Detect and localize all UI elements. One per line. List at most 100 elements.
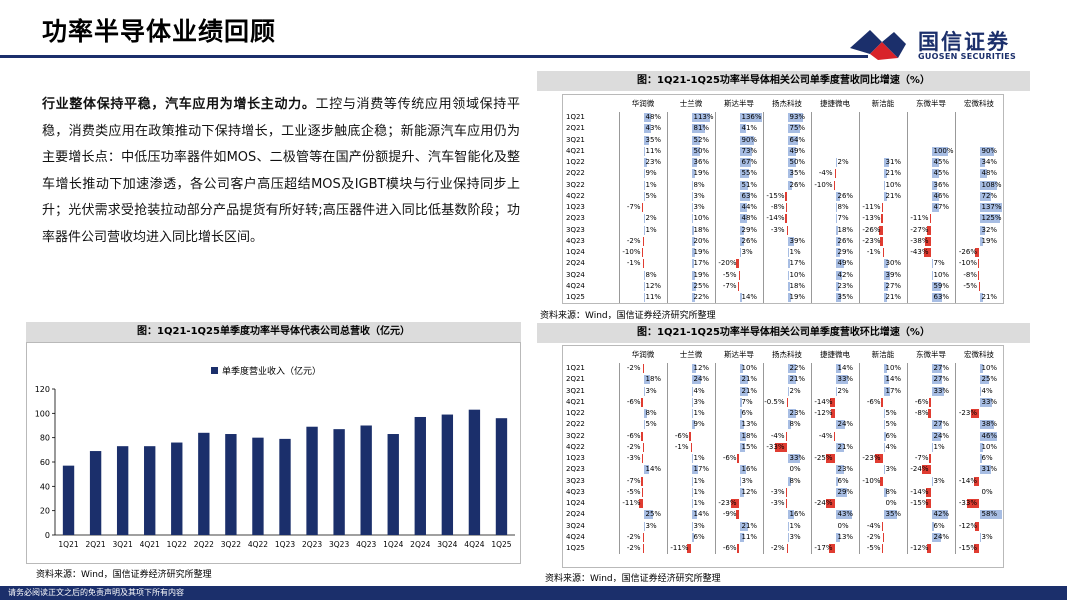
cell-value: -26% <box>862 225 881 234</box>
positive-bar <box>643 191 645 201</box>
cell-value: 17% <box>885 386 902 395</box>
positive-bar <box>931 431 941 441</box>
table-cell: -1% <box>666 441 715 453</box>
positive-bar <box>691 420 695 430</box>
cell-value: 21% <box>741 521 758 530</box>
cell-value: 1% <box>645 180 657 189</box>
cell-value: -10% <box>862 476 881 485</box>
positive-bar <box>739 225 745 235</box>
table-cell: 1% <box>762 520 811 532</box>
cell-value: -27% <box>910 225 929 234</box>
table-cell: 2% <box>810 385 859 397</box>
table-row: 3Q24 3% 3% 21% 1% 0% -4% 6% -12% <box>563 520 1003 532</box>
table-cell: -4% <box>810 168 859 180</box>
positive-bar <box>931 169 939 179</box>
cell-value: 63% <box>741 191 758 200</box>
x-tick-label: 1Q23 <box>275 540 295 549</box>
positive-bar <box>739 521 748 531</box>
cell-value: 2% <box>837 158 849 166</box>
positive-bar <box>643 158 648 167</box>
table-cell: 9% <box>666 419 715 431</box>
table-cell: 8% <box>762 419 811 431</box>
qoq-table-caption: 图：1Q21-1Q25功率半导体相关公司单季度营收环比增速（%） <box>537 323 1030 343</box>
positive-bar <box>739 113 762 122</box>
x-tick-label: 1Q24 <box>383 540 403 549</box>
positive-bar <box>835 191 840 201</box>
positive-bar <box>739 236 744 246</box>
positive-bar <box>835 225 839 235</box>
positive-bar <box>787 375 796 385</box>
table-cell: 21% <box>714 374 763 386</box>
logo-text: 国信证券 <box>918 30 1010 54</box>
positive-bar <box>979 420 995 430</box>
negative-bar <box>737 544 740 553</box>
cell-value: 21% <box>981 293 998 301</box>
column-header: 士兰微 <box>679 350 703 359</box>
cell-value: 3% <box>789 532 801 541</box>
cell-value: 9% <box>693 420 705 429</box>
cell-value: -7% <box>722 281 737 290</box>
table-cell: 5% <box>618 190 667 202</box>
table-cell: 21% <box>714 385 763 397</box>
summary-lead: 行业整体保持平稳，汽车应用为增长主动力。 <box>42 97 316 112</box>
table-cell: 10% <box>714 363 763 375</box>
table-cell: -4% <box>858 520 907 532</box>
table-cell: 81% <box>666 123 715 135</box>
table-cell: 93% <box>762 112 811 124</box>
legend-swatch <box>211 367 218 374</box>
positive-bar <box>643 386 645 396</box>
positive-bar <box>979 397 993 407</box>
negative-bar <box>786 487 788 497</box>
cell-value: 12% <box>741 487 758 496</box>
table-cell: -23% <box>858 235 907 247</box>
table-cell: -5% <box>714 269 763 281</box>
table-cell: -14% <box>810 396 859 408</box>
positive-bar <box>787 135 799 145</box>
table-cell: 24% <box>810 419 859 431</box>
column-header: 扬杰科技 <box>772 350 802 359</box>
cell-value: 26% <box>837 236 854 245</box>
table-cell: 19% <box>762 292 811 304</box>
table-row: 1Q21 -2% 12% 10% 22% 14% 10% 27% 10% <box>563 363 1003 375</box>
bar <box>279 438 291 535</box>
table-cell: -14% <box>762 213 811 225</box>
table-cell: 3% <box>762 531 811 543</box>
table-row: 1Q23 -7% 3% 44% -8% 8% -11% 47% 137% <box>563 202 1003 214</box>
table-cell: 8% <box>618 269 667 281</box>
column-header: 新洁能 <box>871 350 895 359</box>
negative-bar <box>881 544 884 553</box>
summary-body: 工控与消费等传统应用领域保持平稳，消费类应用在政策推动下保持增长，工业逐步触底企… <box>42 97 520 245</box>
positive-bar <box>739 386 748 396</box>
positive-bar <box>835 420 845 430</box>
negative-bar <box>785 214 788 224</box>
x-tick-label: 2Q21 <box>85 540 105 549</box>
positive-bar <box>931 270 934 280</box>
cell-value: -17% <box>814 544 833 552</box>
table-cell: -25% <box>810 453 859 465</box>
negative-bar <box>879 225 884 235</box>
cell-value: 2% <box>837 386 849 395</box>
table-cell: 58% <box>954 509 1003 521</box>
table-cell: 11% <box>618 145 667 157</box>
table-cell: 0% <box>954 486 1003 498</box>
cell-value: -4% <box>770 431 785 440</box>
table-cell: 10% <box>954 363 1003 375</box>
cell-value: 5% <box>645 420 657 429</box>
positive-bar <box>883 375 889 385</box>
cell-value: -5% <box>626 487 641 496</box>
positive-bar <box>787 293 791 302</box>
positive-bar <box>643 169 645 179</box>
cell-value: 7% <box>933 259 945 268</box>
row-label: 4Q23 <box>566 487 585 496</box>
table-cell: 42% <box>810 269 859 281</box>
cell-value: -6% <box>722 544 737 552</box>
cell-value: 48% <box>981 169 998 178</box>
cell-value: 26% <box>837 191 854 200</box>
cell-value: 8% <box>693 180 705 189</box>
table-cell: 10% <box>906 269 955 281</box>
table-cell: 6% <box>954 453 1003 465</box>
table-cell: 15% <box>714 441 763 453</box>
cell-value: 21% <box>741 375 758 384</box>
cell-value: -7% <box>626 203 641 211</box>
positive-bar <box>931 158 939 167</box>
